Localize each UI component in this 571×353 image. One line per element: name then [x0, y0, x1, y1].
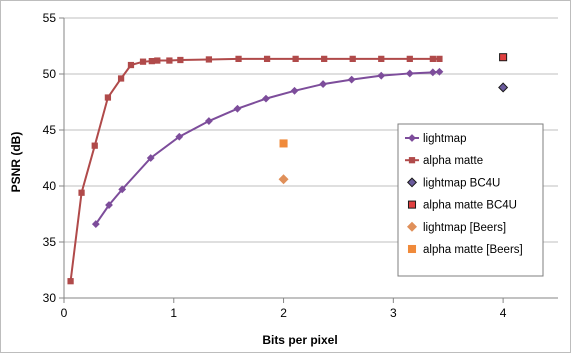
point-lightmap [347, 75, 356, 84]
point-lightmap [377, 71, 386, 80]
point-alpha-matte [67, 278, 74, 285]
x-tick-label: 0 [61, 306, 68, 320]
point-lightmap [405, 69, 414, 78]
x-tick-label: 3 [390, 306, 397, 320]
point-lightmap [146, 154, 155, 162]
y-tick-label: 30 [43, 291, 57, 305]
point-lightmap [118, 185, 127, 194]
legend-label-lightmap-bc4u: lightmap BC4U [423, 177, 500, 189]
point-lightmap [435, 67, 444, 76]
point-alpha-matte [148, 57, 155, 65]
point-alpha-matte [378, 55, 385, 63]
point-alpha-matte [91, 142, 98, 149]
point-alpha-matte [177, 56, 184, 64]
y-tick-label: 40 [43, 179, 57, 193]
y-tick-labels: 30 35 40 45 50 55 [43, 11, 57, 305]
legend-marker-alpha-matte-beers [407, 244, 417, 254]
point-lightmap-bc4u [498, 82, 509, 93]
point-lightmap [319, 80, 327, 88]
point-alpha-matte [429, 55, 436, 63]
point-lightmap [290, 86, 299, 95]
y-tick-label: 50 [43, 67, 57, 81]
point-alpha-matte [292, 55, 299, 63]
legend-marker-lightmap [408, 134, 416, 142]
legend-label-lightmap: lightmap [423, 133, 466, 145]
y-tick-label: 45 [43, 123, 57, 137]
point-alpha-matte [235, 55, 242, 63]
legend-label-lightmap-beers: lightmap [Beers] [423, 222, 506, 234]
x-axis-title: Bits per pixel [262, 333, 337, 347]
point-alpha-matte [139, 58, 147, 65]
point-lightmap [428, 68, 437, 77]
point-alpha-matte [321, 55, 328, 63]
point-lightmap [233, 104, 242, 113]
point-alpha-matte [127, 61, 135, 69]
point-lightmap [91, 220, 100, 228]
legend-label-alpha-matte-beers: alpha matte [Beers] [423, 244, 523, 256]
point-alpha-matte [117, 75, 125, 82]
legend-label-alpha-matte: alpha matte [423, 155, 483, 167]
point-lightmap [204, 117, 213, 125]
point-alpha-matte [436, 55, 443, 63]
legend-marker-alpha-matte [408, 157, 416, 164]
point-alpha-matte [349, 55, 356, 63]
point-alpha-matte [205, 56, 213, 63]
legend-items: lightmap alpha matte lightmap BC4U alpha ma… [405, 133, 523, 256]
legend: lightmap alpha matte lightmap BC4U alpha ma… [397, 123, 544, 277]
point-alpha-matte [166, 57, 173, 64]
x-tick-labels: 0 1 2 3 4 [61, 306, 507, 320]
legend-marker-alpha-matte-bc4u [407, 200, 417, 209]
point-lightmap [175, 132, 184, 141]
point-alpha-matte [263, 55, 271, 63]
axes [59, 17, 558, 303]
y-tick-label: 55 [43, 11, 57, 25]
series-markers [67, 53, 509, 285]
point-alpha-matte [154, 57, 161, 64]
legend-marker-lightmap-beers [406, 221, 418, 232]
point-alpha-matte [104, 94, 112, 101]
point-alpha-matte [406, 55, 413, 63]
point-alpha-matte-bc4u [499, 53, 508, 62]
point-alpha-matte [78, 189, 85, 196]
point-lightmap [105, 201, 113, 209]
legend-marker-lightmap-bc4u [406, 177, 418, 188]
y-axis-title: PSNR (dB) [9, 132, 23, 193]
x-tick-label: 2 [280, 306, 287, 320]
point-lightmap-beers [278, 174, 289, 185]
x-tick-label: 4 [500, 306, 507, 320]
y-tick-label: 35 [43, 235, 57, 249]
legend-label-alpha-matte-bc4u: alpha matte BC4U [423, 200, 517, 212]
point-alpha-matte-beers [279, 139, 288, 148]
x-tick-label: 1 [170, 306, 177, 320]
point-lightmap [262, 94, 270, 103]
legend-box [397, 123, 544, 277]
